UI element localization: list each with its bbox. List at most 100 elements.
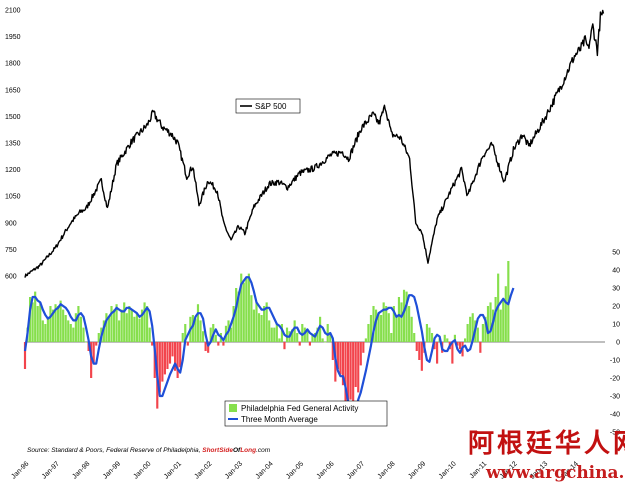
left-tick-label: 1950	[5, 34, 21, 41]
philly-fed-bar	[255, 302, 258, 342]
philly-fed-bar	[263, 306, 266, 342]
philly-fed-bar	[453, 334, 456, 342]
philly-fed-bar	[357, 342, 360, 393]
philly-fed-bar	[410, 316, 413, 342]
philly-fed-bar	[311, 334, 314, 342]
philly-fed-bar	[502, 300, 505, 342]
philly-fed-bar	[344, 342, 347, 402]
watermark-url: www.argchina.com	[485, 463, 625, 483]
right-tick-label: -40	[610, 412, 620, 419]
philly-fed-bar	[120, 309, 123, 342]
x-tick-label: Jan-09	[407, 460, 427, 480]
philly-fed-bar	[390, 333, 393, 342]
philly-fed-bar	[319, 316, 322, 342]
philly-fed-bar	[186, 342, 189, 346]
philly-fed-bar	[369, 315, 373, 342]
x-tick-label: Jan-10	[438, 460, 458, 480]
philly-fed-bar	[151, 342, 154, 346]
philly-fed-bar	[143, 302, 146, 342]
philly-fed-bar	[176, 342, 179, 378]
philly-fed-bar	[92, 342, 95, 364]
left-tick-label: 2100	[5, 8, 21, 15]
philly-fed-bar	[90, 342, 93, 378]
legend-sp500-label: S&P 500	[255, 102, 287, 111]
philly-fed-bar	[140, 309, 144, 342]
philly-fed-bar	[56, 306, 60, 342]
philly-fed-bar	[280, 324, 284, 342]
right-tick-label: -10	[610, 358, 620, 365]
philly-fed-bar	[166, 342, 169, 369]
philly-fed-bar	[171, 342, 174, 357]
philly-fed-bar	[257, 313, 261, 342]
philly-fed-bar	[196, 304, 200, 342]
right-tick-label: 0	[616, 340, 620, 347]
philly-fed-bar	[133, 316, 136, 342]
philly-fed-bar	[44, 324, 47, 342]
philly-fed-bar	[123, 302, 126, 342]
right-tick-label: 10	[612, 322, 620, 329]
philly-fed-bar	[59, 300, 62, 342]
philly-fed-bar	[486, 306, 490, 342]
philly-fed-bar	[303, 327, 306, 342]
philly-fed-bar	[247, 273, 250, 342]
source-text: Source: Standard & Poors, Federal Reserv…	[27, 447, 271, 454]
philly-fed-bar	[408, 306, 411, 342]
philly-fed-bar	[138, 318, 141, 342]
x-tick-label: Jan-00	[132, 460, 152, 480]
philly-fed-bar	[184, 324, 187, 342]
philly-fed-bar	[135, 313, 139, 342]
left-tick-label: 1500	[5, 114, 21, 121]
philly-fed-bar	[374, 309, 378, 342]
philly-fed-bar	[199, 320, 202, 342]
philly-fed-bar	[329, 333, 332, 342]
philly-fed-bar	[31, 302, 34, 342]
philly-fed-bar	[341, 342, 345, 386]
philly-fed-bar	[479, 342, 482, 353]
x-tick-label: Jan-96	[10, 460, 30, 480]
philly-fed-bar	[354, 342, 357, 387]
philly-fed-bar	[209, 327, 212, 342]
x-tick-label: Jan-05	[285, 460, 305, 480]
philly-fed-bar	[222, 342, 225, 346]
left-tick-label: 1200	[5, 167, 21, 174]
philly-fed-bar	[336, 342, 339, 369]
x-tick-label: Jan-01	[163, 460, 183, 480]
philly-fed-bar	[191, 315, 194, 342]
philly-fed-bar	[77, 306, 80, 342]
philly-fed-bar	[235, 288, 238, 342]
philly-fed-bar	[207, 342, 210, 353]
philly-fed-bar	[130, 309, 133, 342]
legend-bar-label: Philadelphia Fed General Activity	[241, 404, 358, 413]
philly-fed-bar	[339, 342, 342, 375]
philly-fed-bar	[265, 302, 268, 342]
legend-sp500: S&P 500	[235, 98, 301, 114]
philly-fed-bar	[245, 277, 248, 342]
philly-fed-bar	[476, 327, 479, 342]
philly-fed-bar	[446, 338, 449, 342]
x-tick-label: Jan-98	[71, 460, 91, 480]
philly-fed-bar	[316, 327, 319, 342]
philly-fed-bar	[51, 309, 55, 342]
philly-fed-bar	[418, 342, 421, 360]
right-tick-label: 30	[612, 286, 620, 293]
right-tick-label: 40	[612, 268, 620, 275]
watermark-chinese: 阿根廷华人网	[468, 428, 625, 459]
philly-fed-bar	[64, 315, 67, 342]
philly-fed-bar	[158, 342, 161, 393]
philly-fed-bar	[415, 342, 418, 351]
philly-fed-bar	[402, 289, 406, 342]
philly-fed-bar	[346, 342, 350, 416]
philly-fed-bar	[181, 333, 184, 342]
philly-fed-bar	[74, 313, 77, 342]
philly-fed-bar	[349, 342, 352, 400]
philly-fed-bar	[367, 324, 370, 342]
right-tick-label: -50	[610, 430, 620, 437]
philly-fed-bar	[146, 306, 149, 342]
philly-fed-bar	[420, 342, 423, 371]
sp500-line	[24, 9, 605, 278]
philly-fed-bar	[443, 334, 446, 342]
philly-fed-bar	[115, 304, 118, 342]
x-tick-label: Jan-06	[316, 460, 336, 480]
philly-fed-bar	[283, 342, 286, 350]
philly-fed-bar	[34, 291, 37, 342]
